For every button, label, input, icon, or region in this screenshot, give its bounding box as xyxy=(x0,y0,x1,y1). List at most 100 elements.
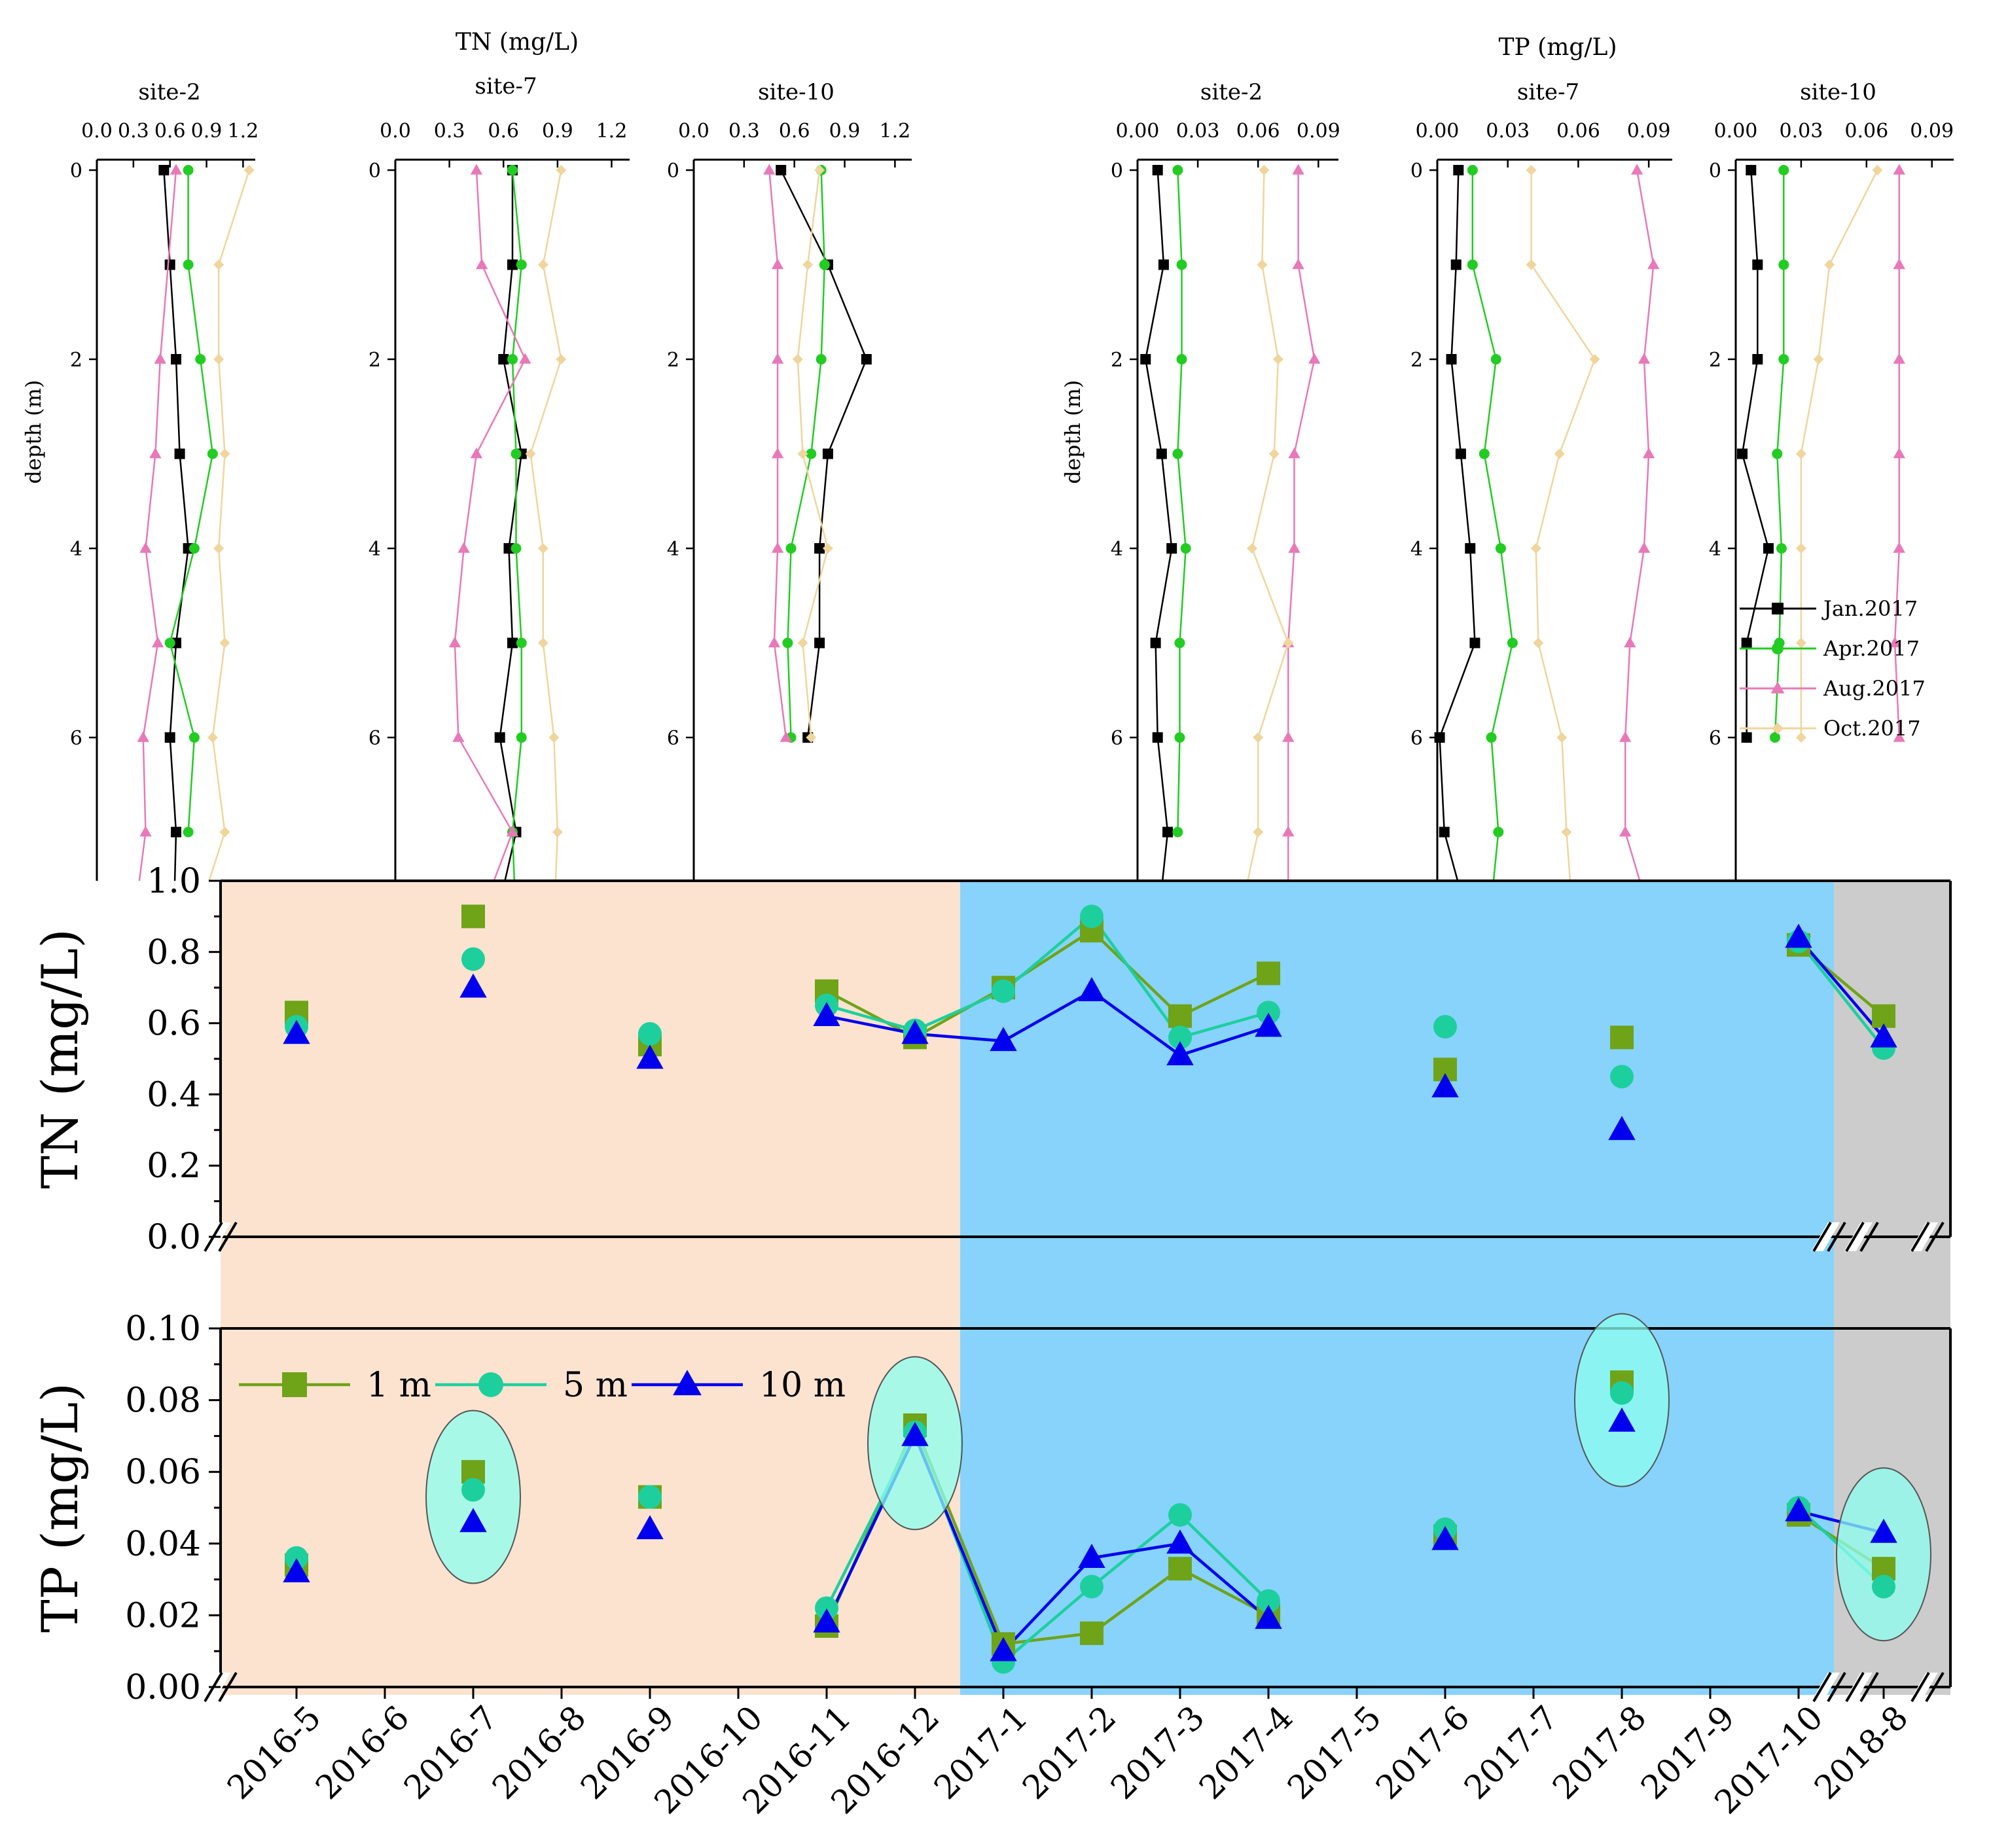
profile-point xyxy=(1140,354,1151,364)
profile-point xyxy=(1288,447,1300,459)
profile-point xyxy=(516,732,527,743)
ts-legend-marker xyxy=(478,1372,503,1397)
ts-x-tick-label: 2017-7 xyxy=(1457,1698,1565,1806)
profile-panel-site-2: site-20.000.030.060.09024681012 xyxy=(1098,79,1340,1317)
profile-point xyxy=(1288,542,1300,553)
profile-point xyxy=(183,259,194,270)
profile-point xyxy=(1813,354,1824,364)
profile-point xyxy=(188,732,200,743)
axis-break-mark xyxy=(1925,1221,1945,1253)
profile-y-tick-label: 2 xyxy=(70,349,82,372)
ts-point-10 m xyxy=(1431,1525,1459,1550)
ts-point-10 m xyxy=(901,1421,929,1446)
profile-point xyxy=(1150,637,1161,649)
profile-group-title: TN (mg/L) xyxy=(456,29,579,56)
highlight-ellipse xyxy=(1836,1467,1931,1642)
profile-point xyxy=(213,354,224,364)
profile-point xyxy=(1268,448,1280,459)
ts-x-tick-label: 2016-7 xyxy=(397,1698,505,1806)
profile-point xyxy=(785,543,797,554)
ts-point-10 m xyxy=(459,1508,487,1533)
ts-point-1 m xyxy=(1080,1621,1103,1645)
ts-point-1 m xyxy=(461,904,485,929)
profile-y-tick-label: 6 xyxy=(70,727,82,750)
profile-point xyxy=(507,354,518,364)
profile-y-tick-label: 2 xyxy=(368,349,381,372)
ts-point-10 m xyxy=(1608,1116,1636,1141)
ts-point-5 m xyxy=(815,1596,838,1620)
axis-break-mark xyxy=(1827,1671,1846,1703)
profile-point xyxy=(1495,543,1506,554)
ts-point-5 m xyxy=(461,1478,485,1502)
profile-point xyxy=(552,826,563,838)
profile-point xyxy=(1152,732,1163,743)
profile-point xyxy=(1769,732,1780,743)
ts-point-10 m xyxy=(1870,1023,1897,1048)
profile-point xyxy=(1176,259,1187,270)
ts-legend-label: 5 m xyxy=(563,1366,628,1405)
profile-point xyxy=(814,165,825,175)
profile-point xyxy=(1292,164,1304,175)
profile-site-label: site-10 xyxy=(758,79,834,105)
profile-point xyxy=(1253,732,1264,743)
ts-y-tick-label: 0.04 xyxy=(125,1525,201,1564)
profile-point xyxy=(537,543,548,554)
profile-point xyxy=(1647,258,1660,270)
profile-point xyxy=(1180,543,1191,554)
profile-point xyxy=(1824,259,1835,270)
profile-x-tick-label: 0.0 xyxy=(380,120,411,143)
legend-label: Oct.2017 xyxy=(1823,716,1921,741)
axis-break-mark xyxy=(1812,1221,1832,1253)
legend-marker xyxy=(1772,643,1784,654)
profile-point xyxy=(1526,165,1537,175)
profile-point xyxy=(814,543,825,554)
ts-point-10 m xyxy=(1166,1040,1194,1065)
ts-x-tick-label: 2017-6 xyxy=(1369,1698,1477,1806)
profile-point xyxy=(174,448,185,459)
profile-point xyxy=(506,825,519,837)
profile-point xyxy=(797,448,808,459)
profile-point xyxy=(1619,731,1632,742)
ts-point-10 m xyxy=(1431,1073,1459,1097)
profile-point xyxy=(1872,165,1883,175)
profile-point xyxy=(1752,354,1763,364)
ts-point-1 m xyxy=(1257,961,1280,986)
profile-point xyxy=(1763,543,1774,554)
profile-point xyxy=(819,259,830,270)
profile-point xyxy=(1467,259,1478,270)
profile-point xyxy=(1638,542,1651,553)
profile-point xyxy=(1795,637,1806,649)
profile-point xyxy=(1772,448,1783,459)
profile-y-tick-label: 4 xyxy=(1111,538,1123,561)
profile-point xyxy=(1507,637,1518,649)
profile-point xyxy=(457,542,470,553)
axis-break-mark xyxy=(218,1221,238,1253)
profile-group-title: TP (mg/L) xyxy=(1499,34,1617,61)
profile-point xyxy=(503,543,514,554)
ts-point-5 m xyxy=(1168,1025,1192,1050)
profile-point xyxy=(188,543,200,554)
profile-point xyxy=(494,732,505,743)
profile-point xyxy=(806,448,817,459)
ts-point-1 m xyxy=(1610,1025,1634,1050)
ts-point-1 m xyxy=(1168,1004,1192,1028)
profile-point xyxy=(556,165,567,175)
profile-point xyxy=(556,354,567,364)
profile-x-tick-label: 0.6 xyxy=(154,120,186,143)
depth-profiles: TN (mg/L)site-20.00.30.60.91.2024681012s… xyxy=(21,29,1954,1506)
profile-y-tick-label: 2 xyxy=(667,349,679,372)
profile-x-tick-label: 0.6 xyxy=(488,120,519,143)
profile-point xyxy=(1172,826,1183,838)
profile-x-tick-label: 0.06 xyxy=(1556,120,1600,143)
profile-x-tick-label: 0.9 xyxy=(829,120,861,143)
profile-point xyxy=(797,637,808,649)
ts-point-10 m xyxy=(1255,1012,1282,1037)
profile-point xyxy=(1469,637,1480,649)
ts-point-5 m xyxy=(1610,1381,1634,1405)
profile-point xyxy=(1556,732,1568,743)
profile-point xyxy=(207,448,218,459)
period-2017 xyxy=(960,881,1834,1695)
profile-x-tick-label: 1.2 xyxy=(596,120,628,143)
ts-point-5 m xyxy=(1080,1574,1103,1599)
